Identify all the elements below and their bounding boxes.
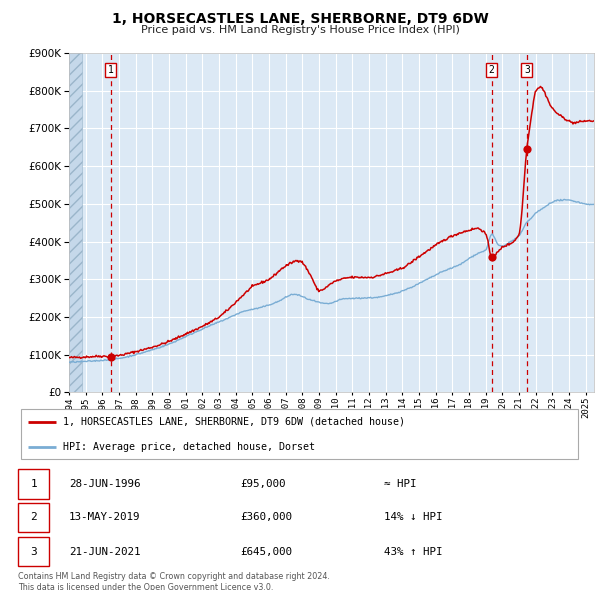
Text: £95,000: £95,000 <box>240 479 286 489</box>
Text: 3: 3 <box>524 65 530 75</box>
Bar <box>69 53 82 392</box>
Text: 2: 2 <box>30 513 37 522</box>
Text: 28-JUN-1996: 28-JUN-1996 <box>69 479 140 489</box>
Text: HPI: Average price, detached house, Dorset: HPI: Average price, detached house, Dors… <box>63 442 315 452</box>
Text: 21-JUN-2021: 21-JUN-2021 <box>69 547 140 556</box>
Text: £360,000: £360,000 <box>240 513 292 522</box>
Text: ≈ HPI: ≈ HPI <box>384 479 416 489</box>
Text: 43% ↑ HPI: 43% ↑ HPI <box>384 547 443 556</box>
Text: 1: 1 <box>30 479 37 489</box>
Text: £645,000: £645,000 <box>240 547 292 556</box>
FancyBboxPatch shape <box>21 409 578 459</box>
Text: 2: 2 <box>489 65 494 75</box>
Text: Contains HM Land Registry data © Crown copyright and database right 2024.
This d: Contains HM Land Registry data © Crown c… <box>18 572 330 590</box>
Point <box>487 252 496 261</box>
Point <box>106 352 115 361</box>
Text: 13-MAY-2019: 13-MAY-2019 <box>69 513 140 522</box>
Text: 1, HORSECASTLES LANE, SHERBORNE, DT9 6DW: 1, HORSECASTLES LANE, SHERBORNE, DT9 6DW <box>112 12 488 26</box>
Text: 1, HORSECASTLES LANE, SHERBORNE, DT9 6DW (detached house): 1, HORSECASTLES LANE, SHERBORNE, DT9 6DW… <box>63 417 405 427</box>
Point <box>522 145 532 154</box>
Text: Price paid vs. HM Land Registry's House Price Index (HPI): Price paid vs. HM Land Registry's House … <box>140 25 460 35</box>
Text: 3: 3 <box>30 547 37 556</box>
Text: 14% ↓ HPI: 14% ↓ HPI <box>384 513 443 522</box>
Text: 1: 1 <box>107 65 113 75</box>
